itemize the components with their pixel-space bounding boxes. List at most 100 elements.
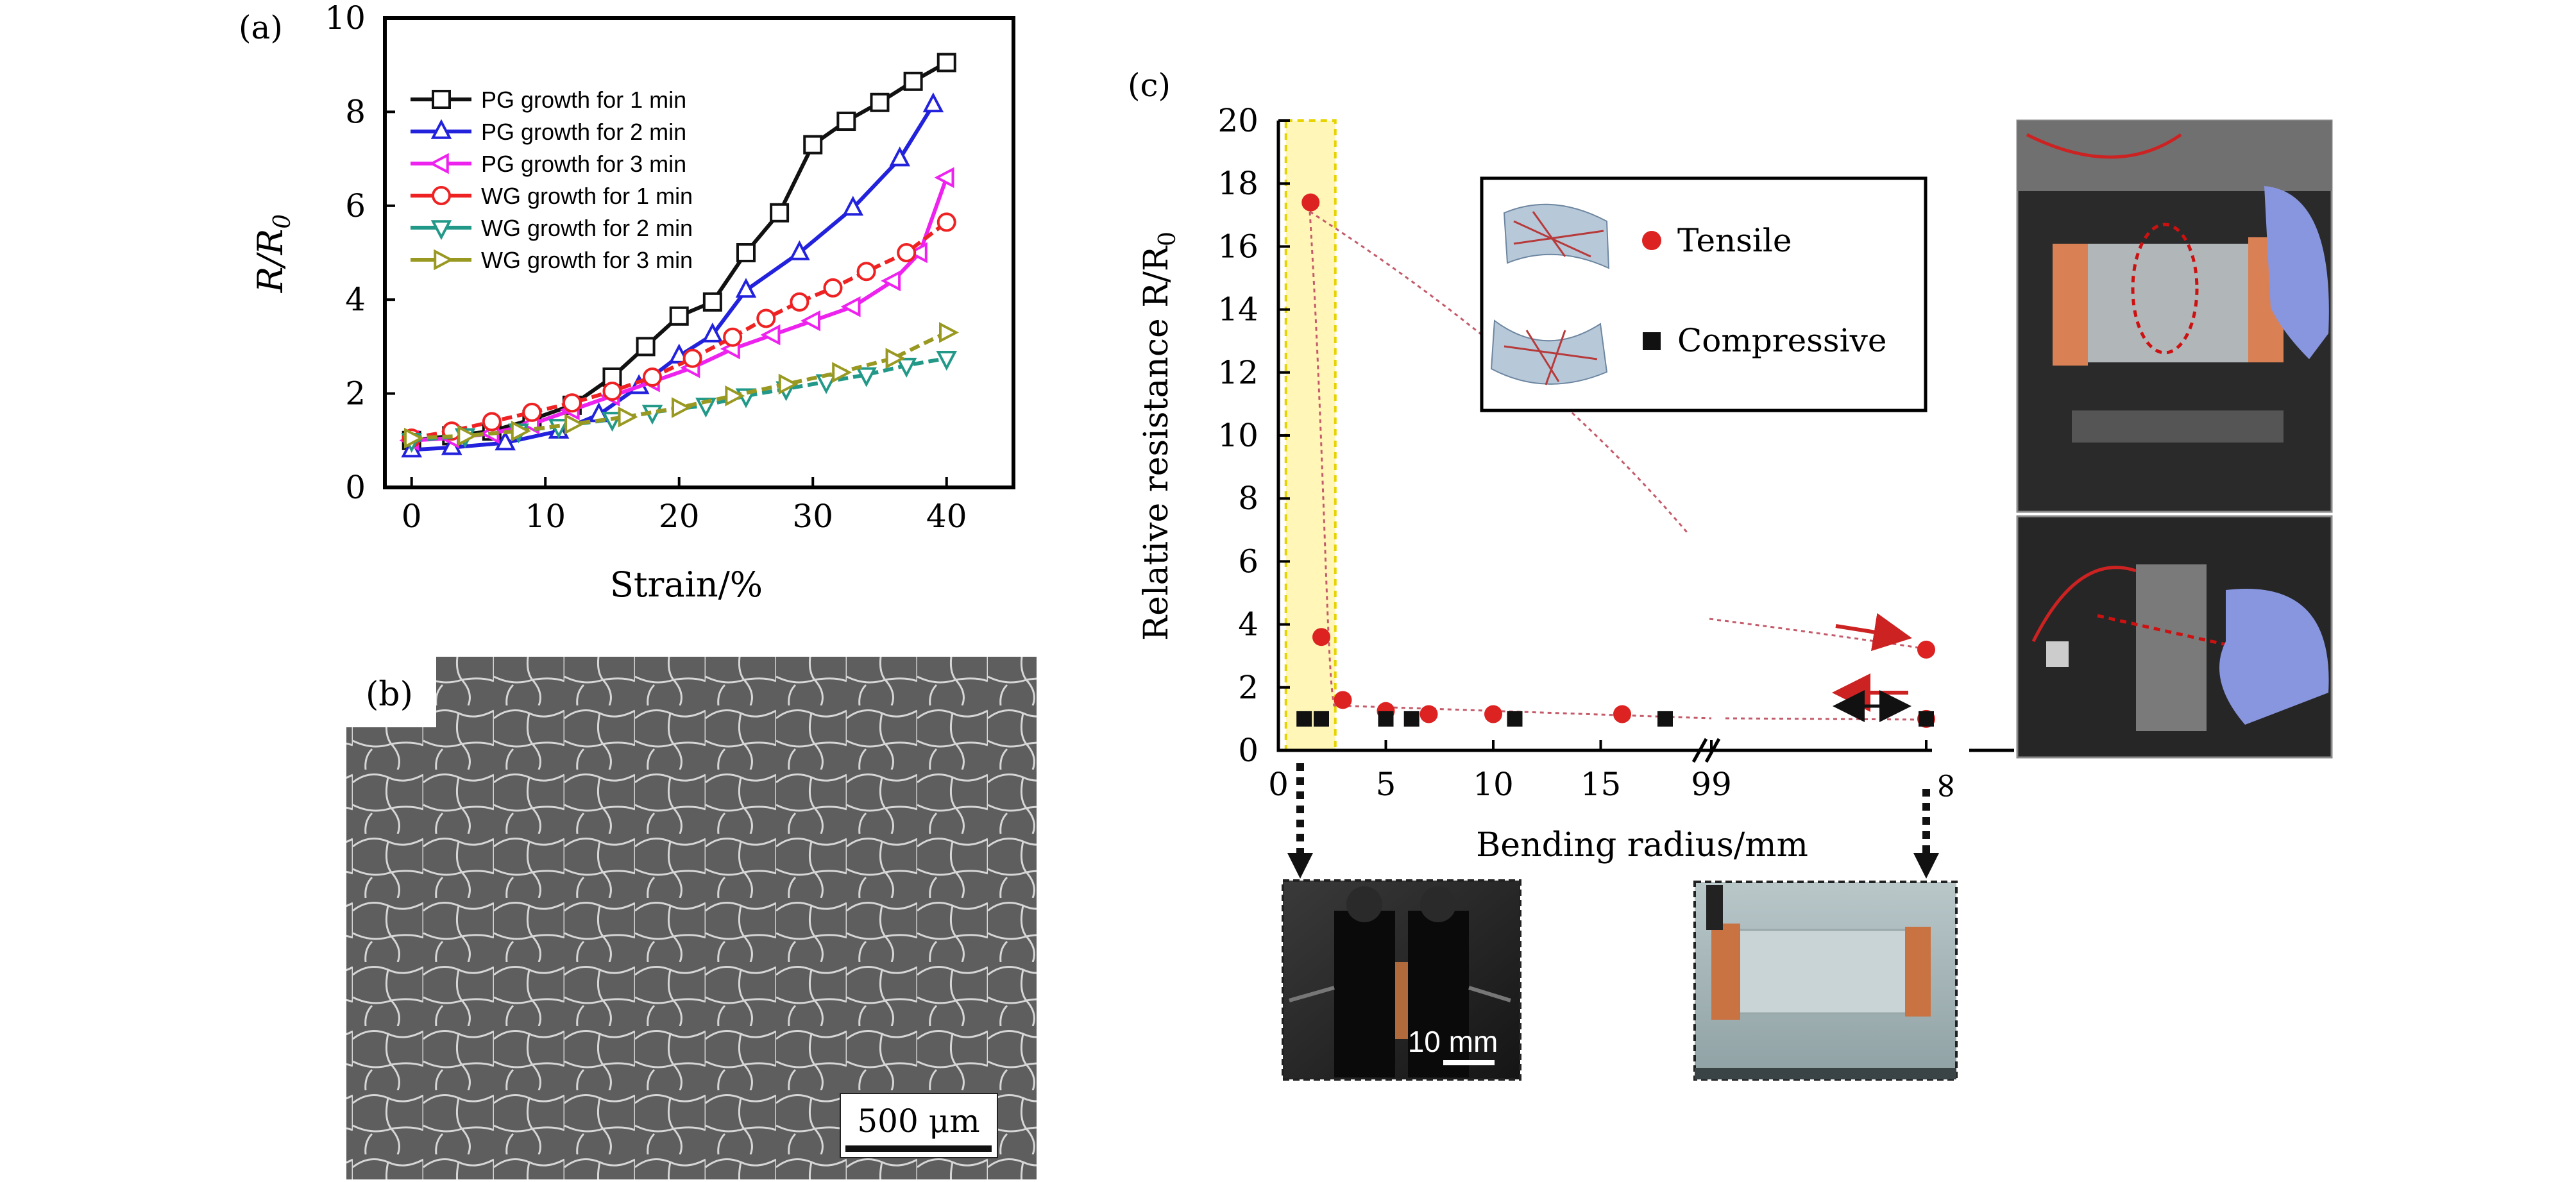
legend-label: WG growth for 3 min: [481, 247, 693, 273]
data-point: [735, 278, 757, 298]
panel-c-series: [1296, 193, 1935, 728]
x-tick-label: 99: [1691, 766, 1732, 803]
data-point: [1312, 628, 1330, 646]
legend-marker: [428, 153, 449, 174]
data-point: [1403, 711, 1419, 727]
data-point: [936, 212, 956, 232]
data-point: [856, 367, 877, 387]
data-point: [736, 243, 756, 262]
legend-label: WG growth for 1 min: [481, 183, 693, 209]
data-point: [832, 362, 852, 383]
panel-a-series: [399, 53, 959, 458]
data-point: [669, 306, 689, 326]
y-tick-label: 8: [1238, 480, 1258, 517]
y-tick-label: 4: [1238, 606, 1258, 643]
data-point: [702, 322, 724, 342]
data-point: [522, 402, 542, 422]
data-point: [789, 240, 810, 260]
panel-b-label: (b): [366, 675, 413, 714]
legend-marker: [430, 220, 452, 241]
panel-a-y-axis-label: R/R0: [250, 214, 296, 293]
data-point: [1507, 711, 1523, 727]
data-point: [682, 348, 702, 368]
y-tick-label: 14: [1217, 291, 1258, 328]
data-point: [778, 373, 799, 395]
data-point: [934, 167, 954, 189]
scalebar-label: 500 μm: [857, 1102, 979, 1140]
y-tick-label: 18: [1217, 165, 1258, 202]
data-point: [725, 385, 745, 407]
data-point: [936, 53, 956, 72]
data-point: [889, 146, 911, 167]
panel-c-label: (c): [1128, 67, 1171, 104]
data-point: [903, 71, 923, 91]
y-tick-label: 16: [1217, 228, 1258, 265]
x-tick-label: 15: [1580, 766, 1622, 803]
x-tick-label: ∞: [1926, 771, 1968, 801]
x-tick-label: 30: [792, 498, 833, 535]
data-point: [1314, 711, 1329, 727]
y-tick-label: 6: [1238, 543, 1258, 580]
data-point: [1919, 711, 1934, 727]
data-point: [1301, 193, 1320, 212]
y-tick-label: 12: [1217, 354, 1258, 391]
tensile-legend-label: Tensile: [1677, 222, 1792, 259]
photo-scale-label: 10 mm: [1408, 1025, 1498, 1058]
y-tick-label: 0: [1238, 732, 1258, 769]
photo-scale-bar: [1443, 1060, 1495, 1065]
highlight-region: [1284, 119, 1337, 752]
tensile-trend-curve: [1309, 210, 1688, 533]
baseline-trend-curve: [1309, 211, 1919, 721]
data-point: [702, 292, 722, 312]
data-point: [495, 430, 516, 451]
panel-c-legend: Tensile Compressive: [1480, 176, 1928, 412]
data-point: [756, 308, 776, 328]
data-point: [403, 427, 424, 449]
data-point: [1334, 691, 1352, 709]
data-point: [511, 420, 531, 442]
legend-marker: [434, 249, 454, 271]
panel-c-chart: (c) 0 2 4 6 8 10 12 14 16 18 20 0 5 10 15 99 ∞ Bending r…: [1128, 67, 2333, 1081]
data-point: [836, 112, 856, 131]
data-point: [1378, 711, 1394, 727]
x-tick-label: 20: [659, 498, 700, 535]
data-point: [803, 135, 823, 155]
x-tick-label: 10: [525, 498, 566, 535]
bending-setup-photos: [2016, 119, 2333, 759]
data-point: [938, 322, 959, 343]
series-compressive: [1296, 711, 1934, 727]
data-point: [885, 348, 906, 369]
data-point: [482, 412, 502, 432]
data-point: [1484, 705, 1502, 723]
y-tick-label: 2: [345, 375, 366, 412]
data-point: [643, 367, 663, 387]
data-point: [936, 350, 958, 371]
compressive-legend-marker: [1643, 332, 1661, 350]
data-point: [800, 310, 820, 332]
data-point: [922, 92, 944, 113]
panel-c-ticks: 0 2 4 6 8 10 12 14 16 18 20 0 5 10 15 99 ∞: [1217, 102, 1968, 803]
panel-b-label-box: [346, 657, 436, 727]
svg-text:R/R0: R/R0: [250, 214, 296, 293]
photo-pointer-arrows: [1287, 763, 1939, 879]
panel-a-chart: (a) 0 10 20 30 40 0 2 4 6 8 10 PG growth for 1 min…: [239, 0, 1015, 605]
legend-label: PG growth for 1 min: [481, 87, 686, 113]
data-point: [895, 357, 917, 378]
panel-a-ticks: 0 10 20 30 40 0 2 4 6 8 10: [325, 0, 967, 535]
panel-c-y-axis-label: Relative resistance R/R0: [1137, 232, 1181, 641]
data-point: [562, 393, 582, 413]
scalebar: [845, 1145, 992, 1152]
data-point: [897, 243, 917, 262]
legend-marker: [432, 186, 451, 205]
y-tick-label: 20: [1217, 102, 1258, 139]
data-point: [840, 296, 861, 317]
data-point: [457, 425, 478, 446]
data-point: [907, 242, 928, 264]
x-tick-label: 5: [1376, 766, 1396, 803]
panel-a-label: (a): [239, 9, 283, 46]
data-point: [636, 337, 656, 357]
x-tick-label: 0: [402, 498, 422, 535]
data-point: [1917, 640, 1935, 659]
legend-marker: [430, 119, 452, 139]
y-tick-label: 4: [345, 281, 366, 318]
